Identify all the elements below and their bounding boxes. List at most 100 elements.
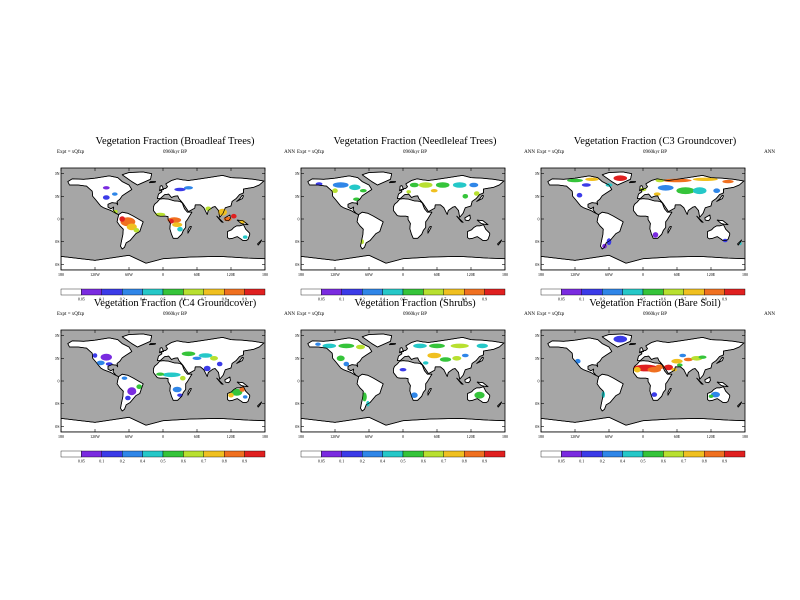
colorbar-swatch [121, 450, 143, 458]
colorbar-swatch [622, 450, 644, 458]
vegetation-patch [177, 226, 183, 232]
vegetation-patch [112, 192, 118, 196]
vegetation-patch [567, 178, 583, 183]
lat-tick-label: 80S [295, 424, 300, 429]
colorbar-swatch [60, 450, 82, 458]
lon-tick-label: 180 [262, 272, 268, 277]
period-label: 0960kyr BP [162, 312, 188, 317]
colorbar-swatch [203, 450, 225, 458]
vegetation-patch [430, 189, 438, 193]
vegetation-patch [184, 186, 193, 190]
map-panel: Vegetation Fraction (Broadleaf Trees) Exp… [55, 136, 295, 306]
lon-tick-label: 0 [642, 272, 644, 277]
colorbar-label: 0.05 [318, 297, 325, 302]
colorbar-label: 0.2 [600, 297, 605, 302]
vegetation-patch [613, 175, 628, 181]
lat-tick-label: 40S [535, 239, 540, 244]
colorbar-label: 0.4 [140, 459, 145, 464]
season-label: ANN [284, 150, 295, 155]
lon-tick-label: 120W [330, 434, 340, 439]
lon-tick-label: 60E [194, 272, 201, 277]
experiment-label: Expt = xQfzp [57, 150, 85, 155]
colorbar-label: 0.6 [421, 459, 426, 464]
colorbar-swatch [101, 288, 123, 296]
colorbar-label: 0.6 [181, 297, 186, 302]
colorbar-swatch [463, 450, 485, 458]
colorbar-swatch [423, 450, 444, 458]
vegetation-patch [322, 343, 337, 349]
lon-tick-label: 60W [125, 272, 133, 277]
vegetation-patch [462, 194, 469, 199]
colorbar-label: 0.7 [201, 459, 206, 464]
colorbar-swatch [361, 450, 383, 458]
period-label: 0960kyr BP [642, 150, 668, 155]
colorbar-swatch [101, 450, 123, 458]
vegetation-patch [653, 192, 661, 196]
colorbar-label: 0.8 [222, 459, 227, 464]
season-label: ANN [764, 150, 775, 155]
colorbar-label: 0.7 [681, 297, 686, 302]
lon-tick-label: 0 [642, 434, 644, 439]
vegetation-patch [452, 356, 462, 361]
colorbar-label: 0.4 [140, 297, 145, 302]
lat-tick-label: 0 [538, 379, 540, 384]
colorbar-label: 0.8 [702, 297, 707, 302]
colorbar-label: 0.2 [120, 459, 125, 464]
vegetation-patch [127, 387, 137, 396]
lat-tick-label: 40S [55, 401, 60, 406]
vegetation-patch [452, 182, 467, 188]
experiment-label: Expt = xQfzp [297, 150, 325, 155]
vegetation-patch [180, 375, 186, 381]
vegetation-patch [435, 182, 450, 188]
colorbar-label: 0.4 [620, 459, 625, 464]
vegetation-patch [228, 392, 234, 398]
lat-tick-label: 80N [295, 171, 300, 176]
colorbar-swatch [223, 288, 245, 296]
vegetation-patch [121, 376, 128, 380]
vegetation-patch [406, 190, 411, 194]
vegetation-patch [427, 352, 441, 359]
map-svg: 80N 40N 0 40S 80S 180 120W 60W 0 60E 120E 180 0.05 0.… [535, 329, 748, 464]
lon-tick-label: 60E [674, 272, 681, 277]
lon-tick-label: 120E [467, 434, 476, 439]
lon-tick-label: 60W [125, 434, 133, 439]
vegetation-patch [356, 344, 365, 350]
map-panel: Vegetation Fraction (Needleleaf Trees) Ex… [295, 136, 535, 306]
colorbar-swatch [642, 450, 664, 458]
map-svg: 80N 40N 0 40S 80S 180 120W 60W 0 60E 120E 180 0.05 0.… [295, 167, 508, 302]
colorbar-swatch [463, 288, 485, 296]
vegetation-patch [429, 343, 445, 349]
vegetation-patch [100, 353, 112, 361]
vegetation-patch [126, 223, 137, 231]
lon-tick-label: 180 [262, 434, 268, 439]
vegetation-patch [172, 386, 182, 393]
vegetation-patch [602, 243, 607, 249]
map-figure: 80N 40N 0 40S 80S 180 120W 60W 0 60E 120E 180 0.05 0.… [295, 156, 535, 306]
colorbar-label: 0.5 [161, 459, 166, 464]
lat-tick-label: 80S [535, 424, 540, 429]
lat-tick-label: 40N [295, 356, 300, 361]
colorbar-swatch [724, 450, 746, 458]
vegetation-patch [92, 353, 98, 358]
experiment-label: Expt = xQfzp [537, 312, 565, 317]
colorbar-swatch [683, 288, 705, 296]
colorbar-swatch [601, 450, 623, 458]
vegetation-patch [652, 232, 659, 238]
colorbar-swatch [341, 450, 363, 458]
experiment-label: Expt = xQfzp [297, 312, 325, 317]
period-label: 0960kyr BP [642, 312, 668, 317]
lat-tick-label: 0 [298, 217, 300, 222]
season-label: ANN [524, 312, 535, 317]
vegetation-patch [242, 235, 248, 239]
vegetation-patch [218, 208, 227, 216]
lon-tick-label: 120E [707, 434, 716, 439]
map-panel: Vegetation Fraction (C3 Groundcover) Expt… [535, 136, 775, 306]
map-figure: 80N 40N 0 40S 80S 180 120W 60W 0 60E 120E 180 0.05 0.… [295, 318, 535, 468]
vegetation-patch [698, 355, 707, 359]
colorbar-swatch [300, 450, 322, 458]
map-figure: 80N 40N 0 40S 80S 180 120W 60W 0 60E 120E 180 0.05 0.… [535, 318, 775, 468]
vegetation-patch [413, 343, 427, 349]
colorbar-label: 0.6 [661, 459, 666, 464]
vegetation-patch [399, 368, 407, 372]
map-svg: 80N 40N 0 40S 80S 180 120W 60W 0 60E 120E 180 0.05 0.… [295, 329, 508, 464]
